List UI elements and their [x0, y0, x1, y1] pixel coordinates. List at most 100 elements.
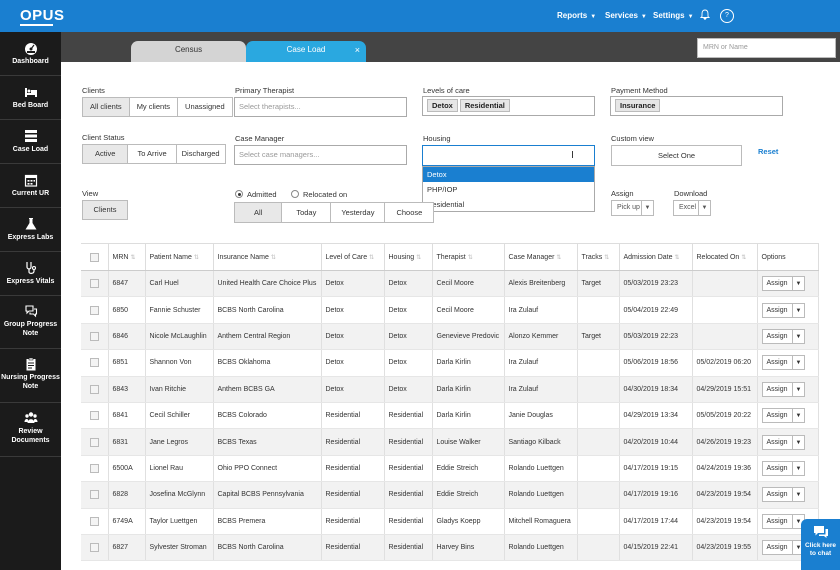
assign-button[interactable]: Assign ▼: [761, 487, 806, 503]
sidebar-item-current-ur[interactable]: Current UR: [0, 164, 61, 208]
assign-button[interactable]: Assign ▼: [761, 355, 806, 371]
sidebar-item-nursing-progress-note[interactable]: Nursing Progress Note: [0, 349, 61, 403]
reports-menu[interactable]: Reports ▼: [557, 11, 596, 20]
row-checkbox[interactable]: [89, 543, 99, 553]
chevron-down-icon[interactable]: ▼: [795, 333, 802, 340]
assign-button[interactable]: Assign ▼: [761, 276, 806, 292]
assign-select[interactable]: Pick up ▼: [611, 200, 654, 216]
sidebar-item-express-vitals[interactable]: Express Vitals: [0, 252, 61, 296]
table-row[interactable]: 6850 Fannie Schuster BCBS North Carolina De…: [81, 296, 819, 324]
housing-option-detox[interactable]: Detox: [423, 167, 594, 182]
search-input[interactable]: MRN or Name: [697, 38, 836, 58]
sidebar-item-review-documents[interactable]: Review Documents: [0, 403, 61, 457]
housing-option-residential[interactable]: Residential: [427, 200, 465, 209]
sidebar-item-dashboard[interactable]: Dashboard: [0, 32, 61, 76]
row-checkbox[interactable]: [89, 516, 99, 526]
assign-button[interactable]: Assign ▼: [761, 408, 806, 424]
assign-button[interactable]: Assign ▼: [761, 460, 806, 476]
date-option-all[interactable]: All: [235, 203, 283, 222]
table-row[interactable]: 6843 Ivan Ritchie Anthem BCBS GA Detox Detox…: [81, 376, 819, 403]
column-header-housing[interactable]: Housing ⇅: [384, 243, 433, 271]
sidebar-item-case-load[interactable]: Case Load: [0, 120, 61, 164]
custom-view-select[interactable]: Select One: [611, 145, 742, 166]
assign-button[interactable]: Assign ▼: [761, 540, 806, 556]
row-checkbox[interactable]: [89, 411, 99, 421]
chevron-down-icon[interactable]: ▼: [795, 386, 802, 393]
column-header-mrn[interactable]: MRN ⇅: [108, 243, 146, 271]
admitted-radio[interactable]: [235, 190, 243, 198]
column-header-admission-date[interactable]: Admission Date ⇅: [619, 243, 693, 271]
table-row[interactable]: 6851 Shannon Von BCBS Oklahoma Detox Detox Da…: [81, 349, 819, 377]
level-chip-residential[interactable]: Residential: [459, 99, 510, 112]
chevron-down-icon[interactable]: ▼: [795, 307, 802, 314]
reset-link[interactable]: Reset: [758, 147, 779, 156]
assign-button[interactable]: Assign ▼: [761, 381, 806, 397]
assign-button[interactable]: Assign ▼: [761, 328, 806, 344]
chevron-down-icon[interactable]: ▼: [795, 465, 802, 472]
payment-chip-insurance[interactable]: Insurance: [615, 99, 661, 112]
services-menu[interactable]: Services ▼: [605, 11, 647, 20]
table-row[interactable]: 6500A Lionel Rau Ohio PPO Connect Residenti…: [81, 455, 819, 483]
clients-option-unassigned[interactable]: Unassigned: [178, 98, 232, 116]
chevron-down-icon[interactable]: ▼: [795, 492, 802, 499]
sidebar-item-group-progress-note[interactable]: Group Progress Note: [0, 296, 61, 349]
app-logo[interactable]: OPUS: [20, 7, 65, 24]
table-row[interactable]: 6846 Nicole McLaughlin Anthem Central Regi…: [81, 323, 819, 351]
chevron-down-icon[interactable]: ▼: [795, 413, 802, 420]
primary-therapist-select[interactable]: Select therapists...: [234, 97, 407, 117]
column-header-patient-name[interactable]: Patient Name ⇅: [145, 243, 214, 271]
date-option-choose[interactable]: Choose: [385, 203, 434, 222]
assign-button[interactable]: Assign ▼: [761, 302, 806, 318]
status-option-discharged[interactable]: Discharged: [176, 145, 225, 163]
column-header-therapist[interactable]: Therapist ⇅: [432, 243, 505, 271]
sidebar-item-bed-board[interactable]: Bed Board: [0, 76, 61, 120]
column-header-relocated-on[interactable]: Relocated On ⇅: [692, 243, 758, 271]
levels-of-care-select[interactable]: Detox Residential: [422, 96, 595, 116]
chevron-down-icon[interactable]: ▼: [795, 545, 802, 552]
column-header-case-manager[interactable]: Case Manager ⇅: [504, 243, 578, 271]
chevron-down-icon[interactable]: ▼: [795, 518, 802, 525]
case-manager-select[interactable]: Select case managers...: [234, 145, 407, 165]
assign-button[interactable]: Assign ▼: [761, 513, 806, 529]
row-checkbox[interactable]: [89, 463, 99, 473]
chevron-down-icon[interactable]: ▼: [795, 439, 802, 446]
download-select[interactable]: Excel ▼: [673, 200, 711, 216]
relocated-radio[interactable]: [291, 190, 299, 198]
row-checkbox[interactable]: [89, 305, 99, 315]
bell-icon[interactable]: [698, 9, 712, 23]
select-all-checkbox[interactable]: [89, 252, 99, 262]
status-option-active[interactable]: Active: [83, 145, 129, 163]
assign-button[interactable]: Assign ▼: [761, 434, 806, 450]
row-checkbox[interactable]: [89, 437, 99, 447]
table-row[interactable]: 6831 Jane Legros BCBS Texas Residential Resi…: [81, 428, 819, 456]
chevron-down-icon[interactable]: ▼: [795, 281, 802, 288]
clients-option-my[interactable]: My clients: [129, 98, 179, 116]
level-chip-detox[interactable]: Detox: [427, 99, 458, 112]
row-checkbox[interactable]: [89, 358, 99, 368]
settings-menu[interactable]: Settings ▼: [653, 11, 694, 20]
table-row[interactable]: 6828 Josefina McGlynn Capital BCBS Pennsyl…: [81, 481, 819, 509]
table-row[interactable]: 6847 Carl Huel United Health Care Choice P…: [81, 270, 819, 298]
chat-widget[interactable]: Click here to chat: [801, 519, 840, 570]
table-row[interactable]: 6827 Sylvester Stroman BCBS North Carolina…: [81, 534, 819, 562]
row-checkbox[interactable]: [89, 384, 99, 394]
row-checkbox[interactable]: [89, 279, 99, 289]
payment-method-select[interactable]: Insurance: [610, 96, 783, 116]
tab-case-load[interactable]: Case Load ×: [246, 41, 366, 62]
chevron-down-icon[interactable]: ▼: [795, 360, 802, 367]
column-header-tracks[interactable]: Tracks ⇅: [577, 243, 620, 271]
table-row[interactable]: 6841 Cecil Schiller BCBS Colorado Residenti…: [81, 402, 819, 430]
row-checkbox[interactable]: [89, 331, 99, 341]
question-circle-icon[interactable]: ?: [720, 9, 734, 23]
housing-select[interactable]: [422, 145, 595, 166]
close-icon[interactable]: ×: [354, 45, 360, 55]
date-option-yesterday[interactable]: Yesterday: [331, 203, 386, 222]
column-header-level-of-care[interactable]: Level of Care ⇅: [321, 243, 385, 271]
date-option-today[interactable]: Today: [282, 203, 332, 222]
column-header-insurance-name[interactable]: Insurance Name ⇅: [213, 243, 322, 271]
tab-census[interactable]: Census: [131, 41, 246, 62]
sidebar-item-express-labs[interactable]: Express Labs: [0, 208, 61, 252]
table-row[interactable]: 6749A Taylor Luettgen BCBS Premera Resident…: [81, 508, 819, 535]
row-checkbox[interactable]: [89, 490, 99, 500]
status-option-to-arrive[interactable]: To Arrive: [128, 145, 177, 163]
